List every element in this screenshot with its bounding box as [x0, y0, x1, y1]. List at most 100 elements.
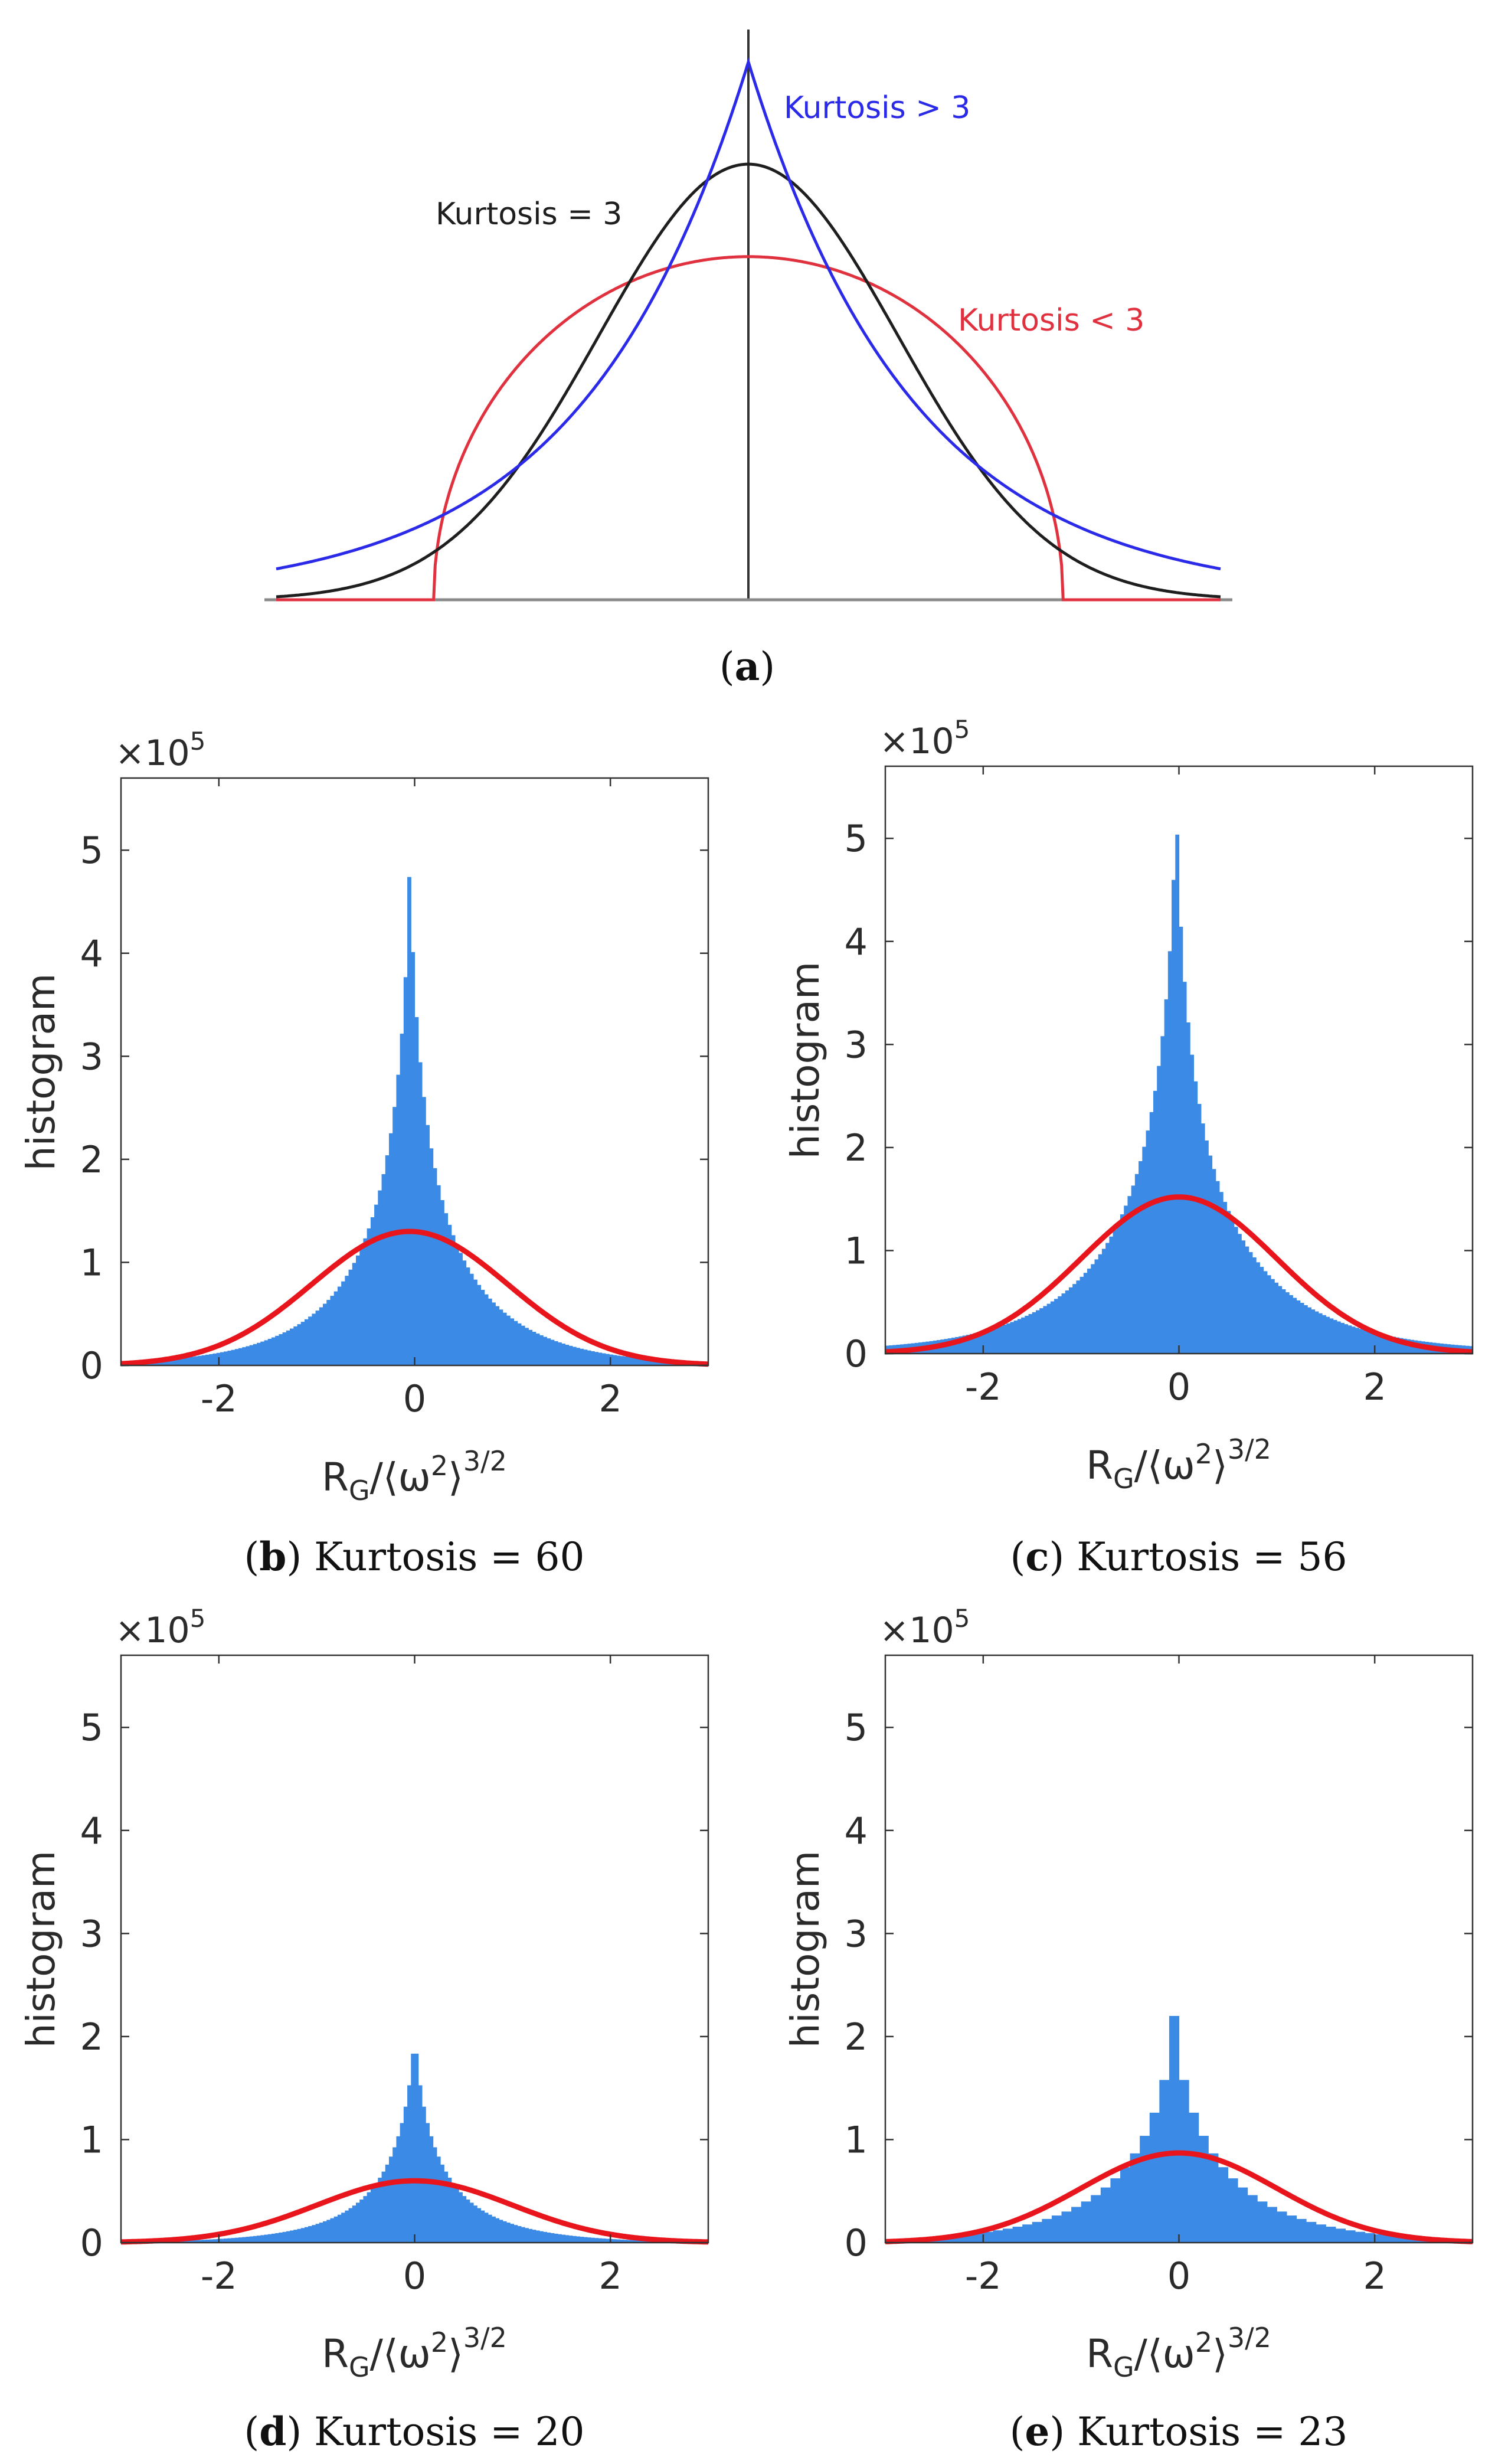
- histogram-bar: [1241, 1240, 1246, 1354]
- histogram-bar: [300, 2228, 305, 2243]
- histogram-bar: [1384, 2235, 1395, 2243]
- histogram-bar: [253, 1344, 257, 1365]
- histogram-bar: [532, 1332, 537, 1365]
- axes-frame-d: [120, 1654, 709, 2244]
- histogram-bar: [418, 1062, 423, 1365]
- histogram-bar: [1179, 2080, 1189, 2243]
- histogram-bar: [260, 2235, 265, 2243]
- multiplier-base-e: ×10: [879, 1610, 954, 1651]
- histogram-bar: [1087, 1269, 1091, 1354]
- caption-e-letter: e: [1025, 2409, 1049, 2455]
- histogram-bar: [583, 1349, 588, 1365]
- histogram-bar: [363, 2196, 368, 2243]
- histogram-bar: [1375, 2234, 1385, 2243]
- caption-c-letter: c: [1025, 1534, 1049, 1580]
- histogram-bar: [992, 1328, 996, 1354]
- x-label-rest-c: /⟨ω: [1134, 1443, 1195, 1488]
- histogram-bar: [392, 1107, 397, 1365]
- histogram-bar: [1316, 2224, 1326, 2243]
- y-tick-label: 2: [80, 1138, 103, 1181]
- histogram-bar: [1043, 1306, 1048, 1354]
- histogram-bar: [1164, 999, 1169, 1354]
- histogram-bar: [1351, 1326, 1356, 1354]
- histogram-bar: [1051, 2215, 1062, 2243]
- histogram-bar: [1380, 1334, 1385, 1354]
- x-label-exp-b: 3/2: [463, 1445, 507, 1477]
- histogram-bar: [598, 2238, 603, 2243]
- histogram-bar: [513, 2225, 518, 2243]
- histogram-bar: [1083, 1273, 1088, 1354]
- histogram-bar: [517, 2226, 522, 2243]
- histogram-bar: [550, 2233, 555, 2243]
- histogram-bar: [616, 1355, 621, 1365]
- histogram-bar: [407, 877, 411, 1365]
- histogram-bar: [1120, 2167, 1131, 2243]
- histogram-bar: [1399, 1338, 1404, 1354]
- histogram-bar: [977, 1332, 982, 1354]
- caption-d: (d) Kurtosis = 20: [244, 2409, 585, 2455]
- histogram-bar: [392, 2147, 397, 2243]
- histogram-bar: [1081, 2201, 1091, 2243]
- histogram-bar: [587, 1350, 591, 1365]
- histogram-bar: [1218, 2167, 1229, 2243]
- histogram-bar: [1198, 2136, 1209, 2243]
- axes-frame-b: [120, 777, 709, 1367]
- histogram-bar: [319, 2223, 323, 2243]
- histogram-bar: [565, 2235, 570, 2243]
- histogram-bar: [231, 1349, 235, 1365]
- histogram-bar: [561, 2234, 566, 2243]
- histogram-bar: [627, 2240, 632, 2243]
- x-ticks-b: -2 0 2: [201, 778, 622, 1420]
- histogram-bar: [1278, 1286, 1283, 1354]
- histogram-bar: [459, 1253, 463, 1365]
- y-tick-label: 1: [80, 1241, 103, 1284]
- histogram-bar: [462, 1260, 467, 1365]
- histogram-bar: [176, 1358, 181, 1365]
- histogram-bar: [1127, 1196, 1132, 1354]
- histogram-bar: [576, 1348, 580, 1365]
- histogram-bar: [620, 2239, 624, 2243]
- histogram-bar: [495, 2218, 500, 2243]
- histogram-bar: [477, 2208, 482, 2243]
- histogram-bar: [1021, 1317, 1025, 1354]
- histogram-bar: [293, 2230, 298, 2243]
- histogram-bar: [510, 2224, 515, 2243]
- histogram-bar: [1157, 1066, 1162, 1354]
- x-tick-label: 0: [1167, 1365, 1190, 1409]
- histogram-bar: [440, 1200, 444, 1365]
- histogram-bar: [1120, 1214, 1124, 1354]
- gaussian-fit-curve-e: [885, 2150, 1473, 2244]
- histogram-bar: [227, 1351, 232, 1365]
- y-tick-label: 2: [80, 2015, 103, 2058]
- histogram-bar: [469, 1273, 474, 1365]
- histogram-bar: [187, 2240, 191, 2243]
- caption-c: (c) Kurtosis = 56: [1010, 1534, 1347, 1580]
- x-label-exp-e: 3/2: [1228, 2322, 1271, 2354]
- histogram-bar: [539, 2231, 544, 2243]
- histogram-bar: [1153, 1090, 1157, 1354]
- histogram-bar: [613, 2239, 617, 2243]
- multiplier-base-b: ×10: [115, 733, 190, 774]
- histogram-bar: [1226, 1211, 1231, 1354]
- histogram-bar: [1193, 1081, 1198, 1354]
- histogram-bar: [378, 2178, 382, 2243]
- caption-e-text: Kurtosis = 23: [1065, 2409, 1347, 2455]
- histogram-bar: [1395, 1337, 1400, 1354]
- axes-frame-e: [884, 1654, 1474, 2244]
- histogram-bar: [253, 2236, 257, 2243]
- histogram-bar: [513, 1321, 518, 1365]
- y-tick-label: 2: [845, 1126, 868, 1169]
- histogram-bar: [1366, 1331, 1370, 1354]
- curve-kurtosis-less-3: [276, 255, 1221, 602]
- histogram-bar: [187, 1357, 191, 1365]
- histogram-bar: [312, 1313, 316, 1365]
- histogram-bar: [1017, 1319, 1022, 1354]
- histogram-bar: [995, 1327, 1000, 1354]
- histogram-bar: [418, 2085, 423, 2243]
- y-axis-label-b: histogram: [18, 973, 64, 1171]
- histogram-bar: [543, 2231, 547, 2243]
- histogram-bar: [638, 1358, 643, 1365]
- panel-a: Kurtosis > 3 Kurtosis = 3 Kurtosis < 3 (…: [264, 30, 1232, 689]
- histogram-bar: [620, 1356, 624, 1365]
